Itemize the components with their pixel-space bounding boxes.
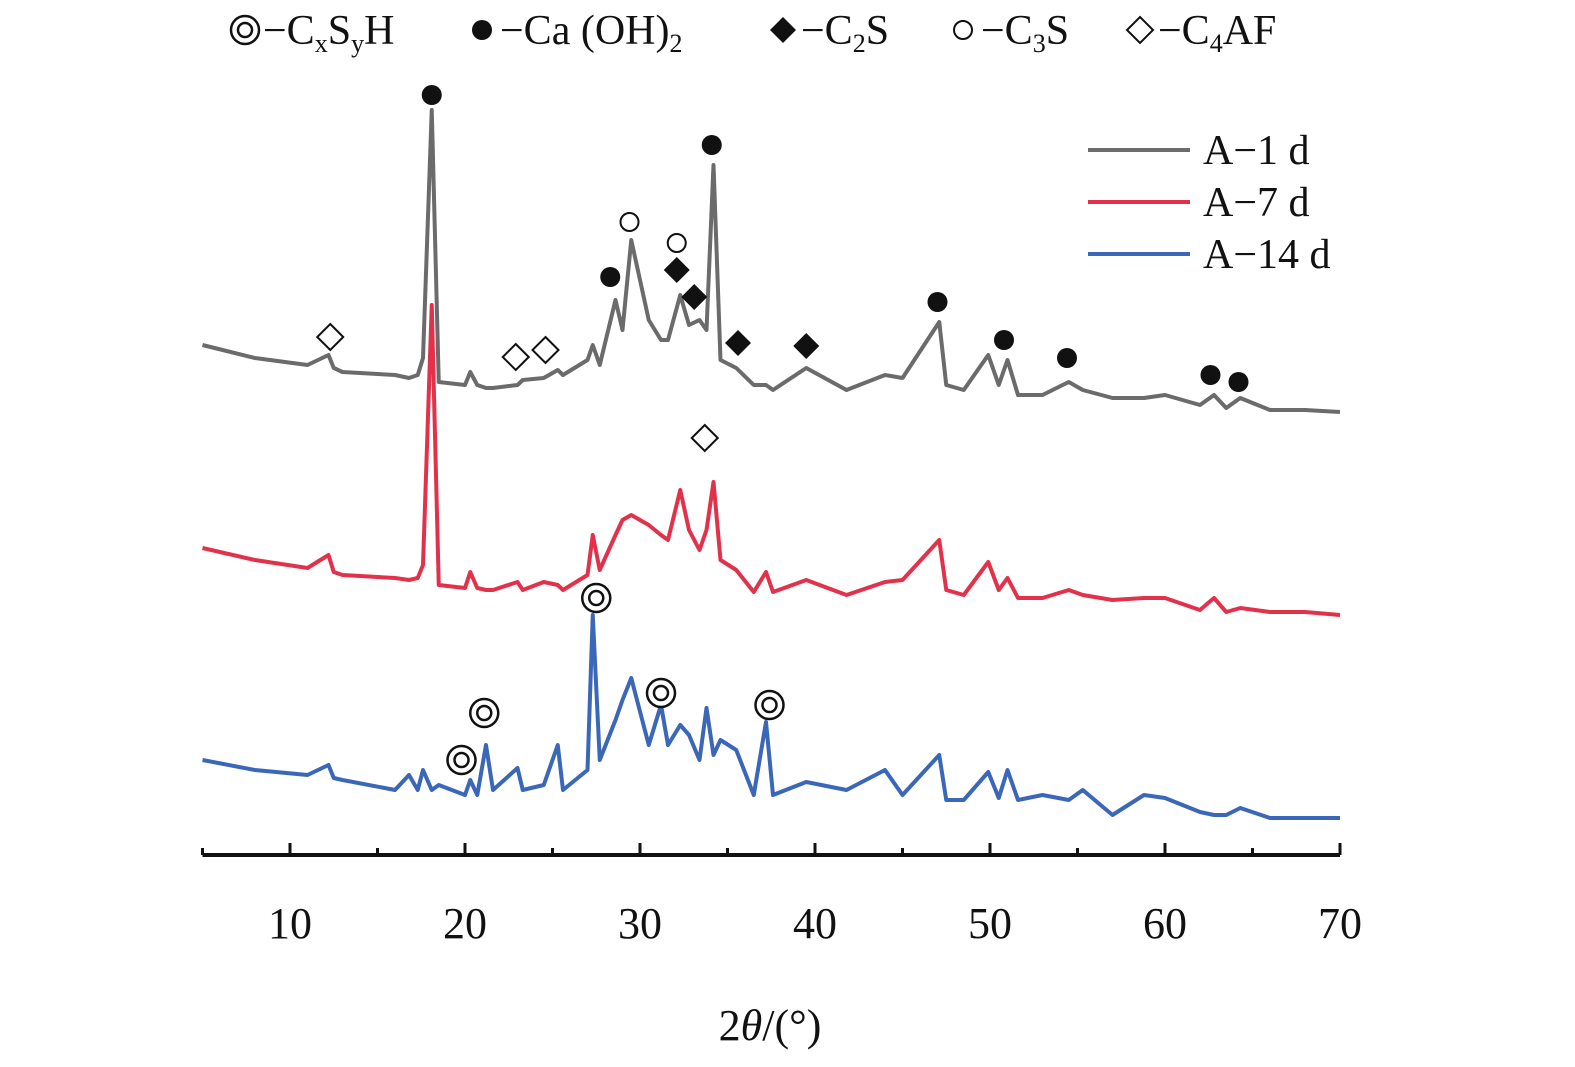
marker-ring [754, 689, 785, 721]
marker [754, 689, 785, 721]
marker [645, 677, 677, 709]
series-line [202, 108, 1341, 414]
phase-label-sub: y [351, 29, 364, 58]
phase-label: −C3S [981, 8, 1069, 58]
phase-label-part: −C [981, 8, 1033, 54]
marker [469, 697, 500, 729]
legend-label: A−7 d [1203, 180, 1310, 226]
x-tick-label: 50 [968, 899, 1012, 948]
marker [663, 257, 690, 283]
phase-label-part: S [1046, 8, 1069, 54]
series-line [202, 613, 1340, 820]
marker-ring [761, 696, 778, 714]
marker [1200, 365, 1221, 385]
phase-label-part: AF [1223, 8, 1277, 54]
x-tick-label: 10 [268, 899, 312, 948]
marker [229, 14, 261, 46]
x-label-part: /(°) [762, 1001, 821, 1050]
x-label-part: θ [741, 1001, 763, 1050]
phase-label-sub: 4 [1210, 29, 1223, 58]
marker [994, 330, 1014, 350]
marker-ring [581, 582, 612, 614]
marker [690, 423, 720, 453]
x-tick-label: 70 [1318, 899, 1362, 948]
x-tick-label: 60 [1143, 899, 1187, 948]
legend-label: A−14 d [1203, 232, 1331, 278]
marker [701, 135, 722, 155]
x-axis-label: 2θ/(°) [719, 1001, 822, 1050]
marker [953, 20, 973, 40]
marker [927, 292, 948, 312]
marker-ring [446, 744, 477, 776]
phase-label-sub: 2 [669, 29, 682, 58]
phase-label: −CxSyH [263, 8, 394, 58]
phase-label-sub: 2 [853, 29, 866, 58]
marker [315, 322, 345, 352]
phase-label: −C4AF [1158, 8, 1276, 58]
marker [681, 284, 708, 310]
marker-ring [588, 589, 605, 607]
phase-label-part: −C [801, 8, 853, 54]
series-line [202, 303, 1341, 617]
x-tick-label: 30 [618, 899, 662, 948]
phase-label: −C2S [801, 8, 889, 58]
marker [725, 330, 751, 356]
phase-label-part: H [364, 8, 394, 54]
marker [421, 85, 442, 105]
marker-ring [469, 697, 500, 729]
marker-ring [229, 14, 261, 46]
marker [531, 335, 560, 365]
marker [619, 212, 640, 232]
phase-label-part: S [866, 8, 889, 54]
marker [1125, 15, 1155, 45]
marker [1057, 348, 1077, 368]
marker [446, 744, 477, 776]
marker [581, 582, 612, 614]
marker [600, 267, 621, 287]
marker [793, 333, 820, 359]
marker-ring [236, 21, 254, 39]
marker [1228, 372, 1249, 392]
marker [770, 17, 796, 43]
phase-label-part: −C [1158, 8, 1210, 54]
marker [472, 20, 492, 40]
x-tick-label: 40 [793, 899, 837, 948]
marker-ring [652, 684, 670, 702]
phase-label-part: S [328, 8, 351, 54]
x-label-part: 2 [719, 1001, 741, 1050]
marker-ring [645, 677, 677, 709]
legend-label: A−1 d [1203, 128, 1310, 174]
phase-label-part: −Ca (OH) [500, 8, 669, 54]
x-tick-label: 20 [443, 899, 487, 948]
phase-label-sub: x [315, 29, 328, 58]
marker-ring [476, 704, 493, 722]
marker [501, 342, 531, 372]
marker-ring [453, 751, 470, 769]
phase-label-sub: 3 [1033, 29, 1046, 58]
phase-label-part: −C [263, 8, 315, 54]
phase-label: −Ca (OH)2 [500, 8, 682, 58]
marker [666, 233, 687, 253]
